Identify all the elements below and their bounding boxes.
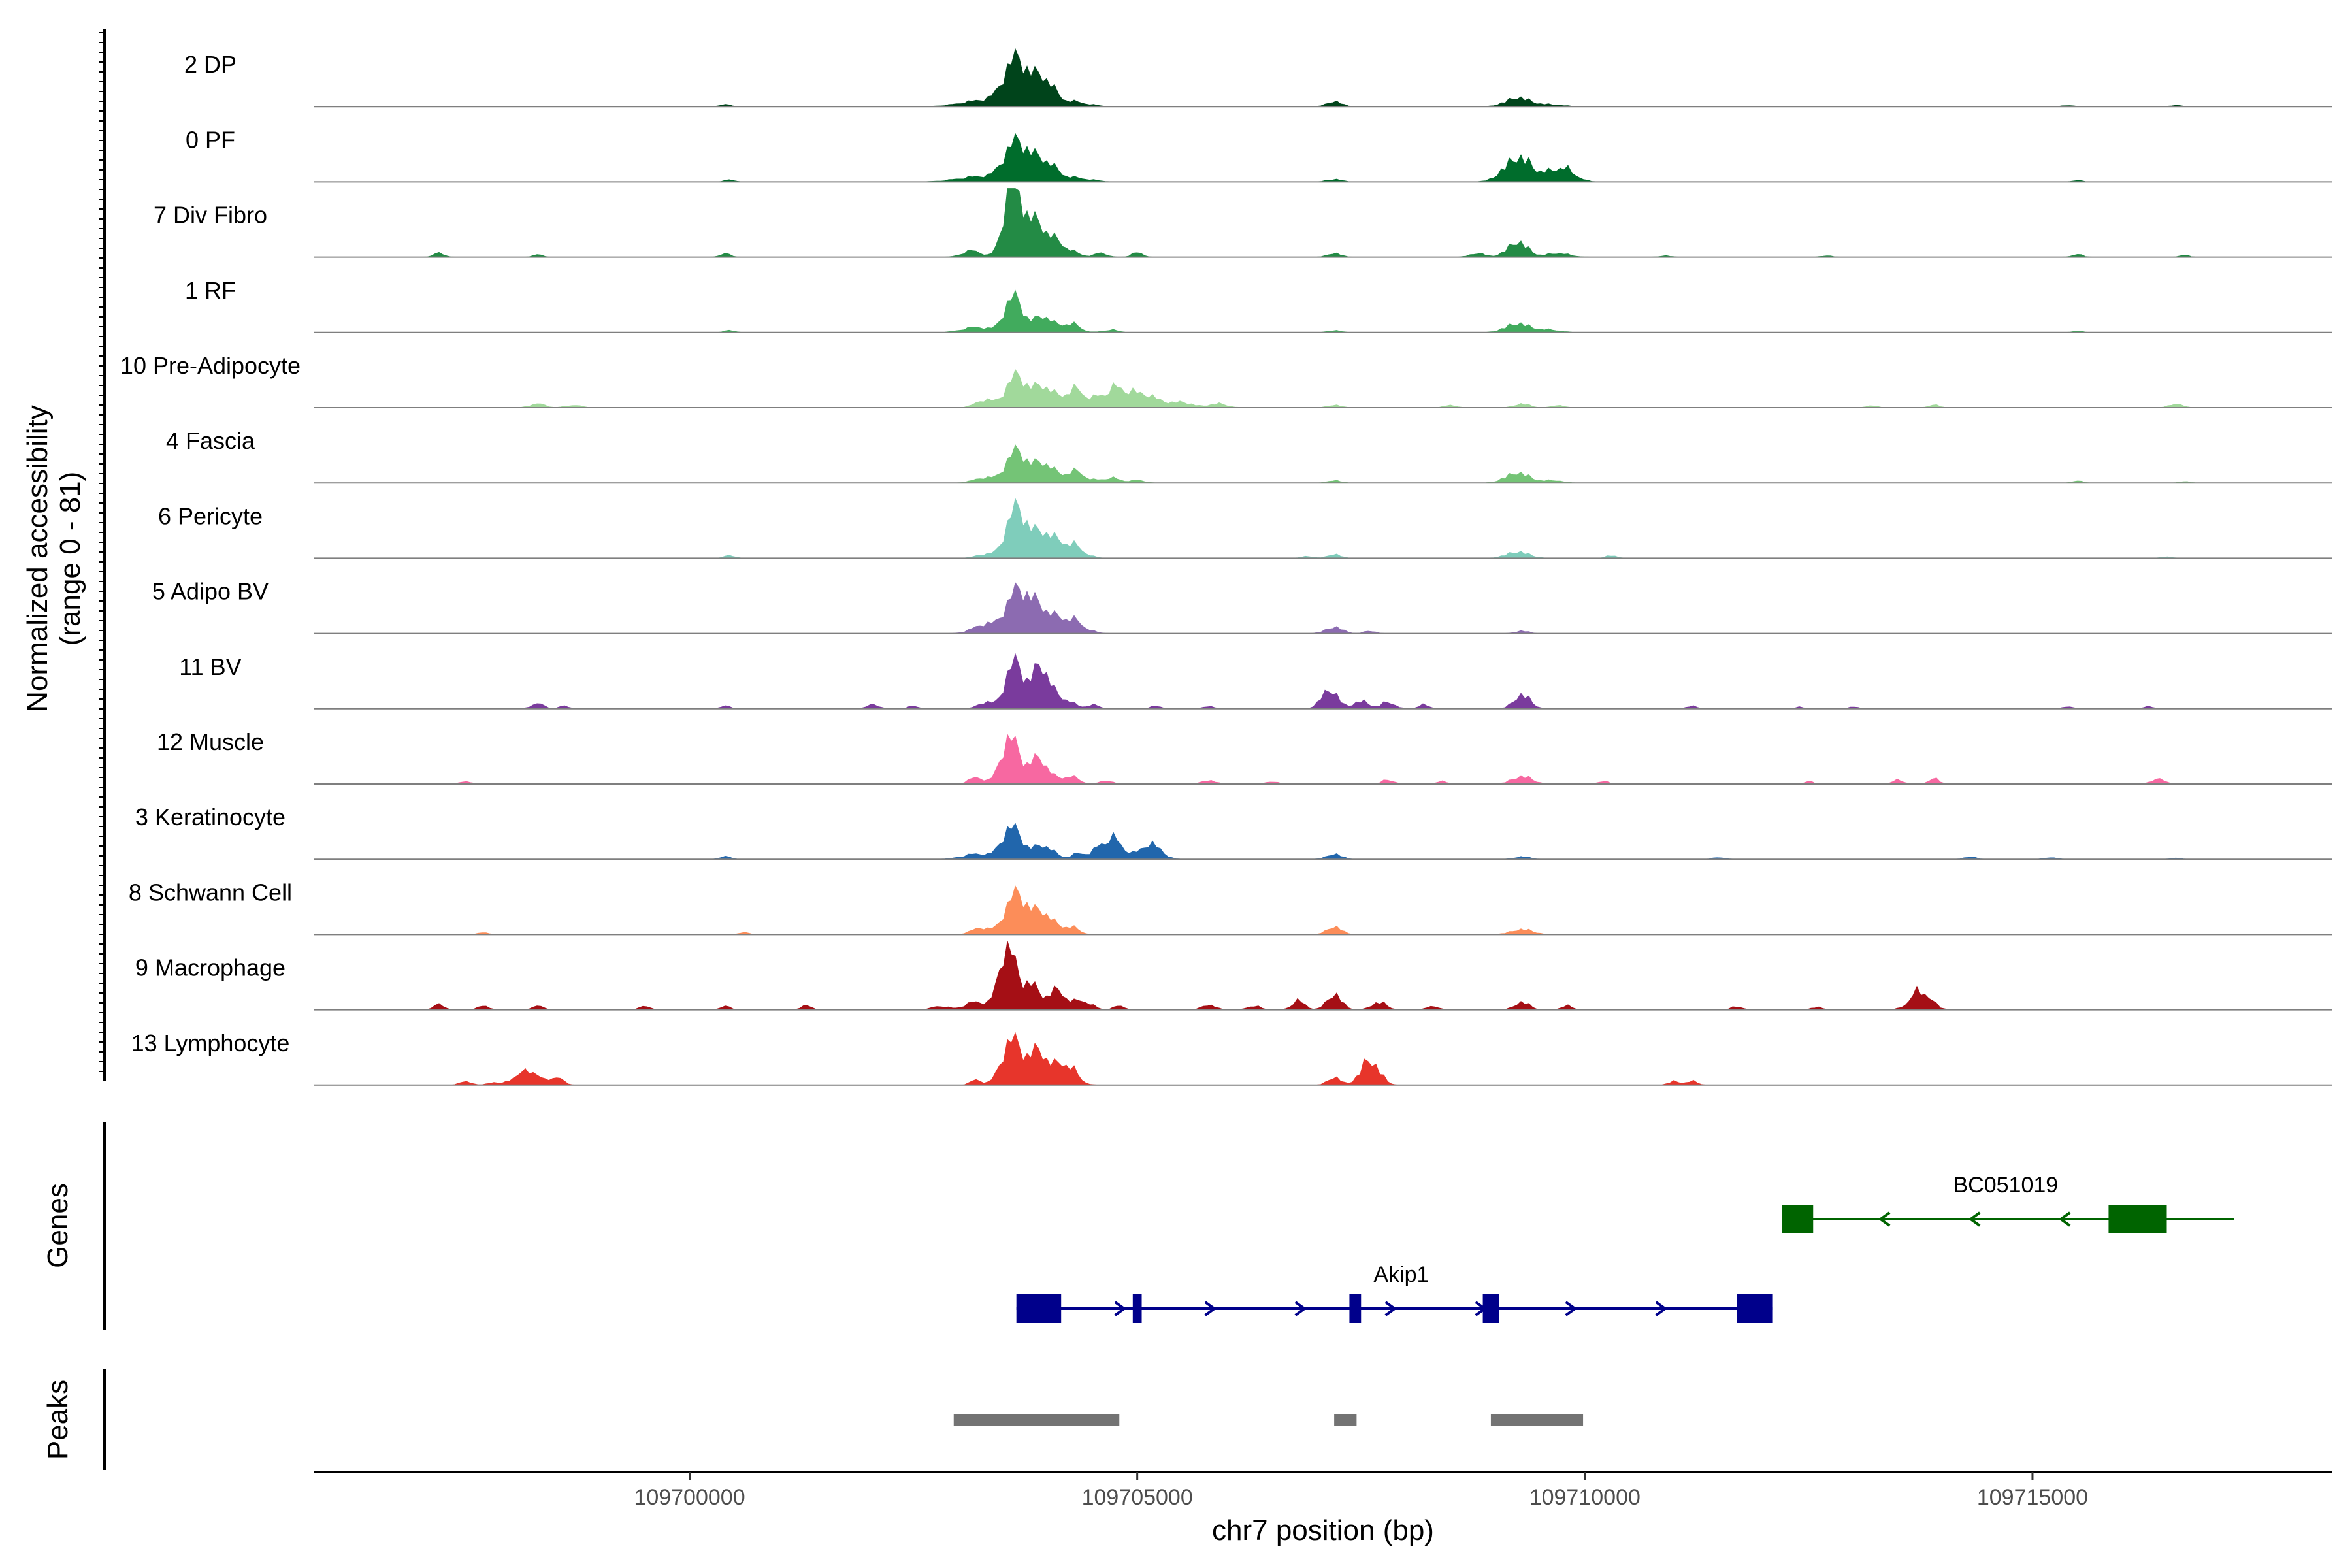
coverage-area-4-fascia <box>314 444 2332 483</box>
coverage-area-8-schwann-cell <box>314 885 2332 935</box>
coverage-area-12-muscle <box>314 733 2332 785</box>
track-1-rf: 1 RF <box>185 277 2332 333</box>
track-7-div-fibro: 7 Div Fibro <box>154 188 2332 258</box>
gene-exon <box>1349 1294 1362 1323</box>
track-label-13-lymphocyte: 13 Lymphocyte <box>131 1030 290 1056</box>
gene-exon <box>1737 1294 1773 1323</box>
peaks-track-label: Peaks <box>42 1380 74 1460</box>
y-axis-title-line1: Normalized accessibility <box>22 405 54 711</box>
strand-arrow <box>1384 1301 1397 1316</box>
track-label-1-rf: 1 RF <box>185 277 236 304</box>
coverage-area-6-pericyte <box>314 497 2332 559</box>
track-label-6-pericyte: 6 Pericyte <box>158 502 263 529</box>
x-axis-ticks: 109700000 109705000 109710000 109715000 <box>634 1472 2088 1510</box>
track-label-10-pre-adipocyte: 10 Pre-Adipocyte <box>120 352 301 379</box>
track-6-pericyte: 6 Pericyte <box>158 497 2332 559</box>
track-0-pf: 0 PF <box>186 126 2332 183</box>
coverage-area-1-rf <box>314 289 2332 333</box>
coverage-area-11-bv <box>314 653 2332 710</box>
track-label-4-fascia: 4 Fascia <box>166 427 255 454</box>
track-12-muscle: 12 Muscle <box>157 728 2332 785</box>
genes-track: Genes Akip1 BC051019 <box>42 1122 2234 1330</box>
coverage-area-9-macrophage <box>314 941 2332 1011</box>
coverage-area-5-adipo-bv <box>314 582 2332 634</box>
track-label-12-muscle: 12 Muscle <box>157 728 264 755</box>
peak-region <box>1490 1414 1584 1426</box>
strand-arrow <box>1114 1301 1127 1316</box>
track-3-keratinocyte: 3 Keratinocyte <box>135 804 2332 860</box>
track-label-2-dp: 2 DP <box>184 51 237 78</box>
track-label-9-macrophage: 9 Macrophage <box>135 955 286 981</box>
track-label-8-schwann-cell: 8 Schwann Cell <box>129 879 292 906</box>
gene-exon <box>1782 1205 1814 1233</box>
coverage-area-2-dp <box>314 48 2332 107</box>
gene-exon <box>1132 1294 1142 1323</box>
track-label-5-adipo-bv: 5 Adipo BV <box>152 578 269 605</box>
track-13-lymphocyte: 13 Lymphocyte <box>131 1030 2332 1086</box>
track-11-bv: 11 BV <box>179 653 2332 710</box>
coverage-area-13-lymphocyte <box>314 1032 2332 1086</box>
y-axis-title: Normalized accessibility (range 0 - 81) <box>22 405 86 711</box>
gene-exon <box>2108 1205 2167 1233</box>
x-tick-label: 109715000 <box>1977 1485 2088 1510</box>
track-8-schwann-cell: 8 Schwann Cell <box>129 879 2332 936</box>
strand-arrow <box>1294 1301 1307 1316</box>
x-axis-title: chr7 position (bp) <box>1212 1514 1434 1546</box>
coverage-area-10-pre-adipocyte <box>314 368 2332 408</box>
track-9-macrophage: 9 Macrophage <box>135 941 2332 1011</box>
gene-exon <box>1016 1294 1062 1323</box>
x-tick-label: 109710000 <box>1529 1485 1641 1510</box>
coverage-tracks: 2 DP 0 PF 7 Div Fibro 1 RF 10 Pre-Adipocyte 4… <box>120 48 2332 1086</box>
coverage-area-7-div-fibro <box>314 188 2332 258</box>
genes-track-label: Genes <box>42 1183 74 1268</box>
track-5-adipo-bv: 5 Adipo BV <box>152 578 2332 634</box>
peak-region <box>1334 1414 1357 1426</box>
strand-arrow <box>1878 1211 1891 1227</box>
track-2-dp: 2 DP <box>184 48 2332 108</box>
gene-models: Akip1 BC051019 <box>1016 1173 2234 1323</box>
track-label-3-keratinocyte: 3 Keratinocyte <box>135 804 286 830</box>
strand-arrow <box>1968 1211 1981 1227</box>
y-axis-title-line2: (range 0 - 81) <box>54 472 86 646</box>
x-tick-label: 109700000 <box>634 1485 745 1510</box>
peak-region <box>953 1414 1120 1426</box>
gene-bc051019: BC051019 <box>1782 1173 2234 1233</box>
strand-arrow <box>2058 1211 2071 1227</box>
gene-label-akip1: Akip1 <box>1373 1262 1429 1287</box>
track-label-0-pf: 0 PF <box>186 126 235 153</box>
track-label-11-bv: 11 BV <box>179 653 241 680</box>
strand-arrow <box>1204 1301 1217 1316</box>
gene-akip1: Akip1 <box>1016 1262 1773 1323</box>
coverage-area-3-keratinocyte <box>314 823 2332 860</box>
track-10-pre-adipocyte: 10 Pre-Adipocyte <box>120 352 2332 408</box>
coverage-area-0-pf <box>314 133 2332 182</box>
track-label-7-div-fibro: 7 Div Fibro <box>154 202 267 229</box>
gene-exon <box>1482 1294 1499 1323</box>
track-4-fascia: 4 Fascia <box>166 427 2332 484</box>
x-tick-label: 109705000 <box>1082 1485 1193 1510</box>
y-axis-ticks <box>99 32 105 1072</box>
peak-regions <box>953 1414 1584 1426</box>
strand-arrow <box>1655 1301 1668 1316</box>
peaks-track: Peaks <box>42 1369 1584 1470</box>
gene-label-bc051019: BC051019 <box>1953 1173 2059 1198</box>
strand-arrow <box>1565 1301 1578 1316</box>
